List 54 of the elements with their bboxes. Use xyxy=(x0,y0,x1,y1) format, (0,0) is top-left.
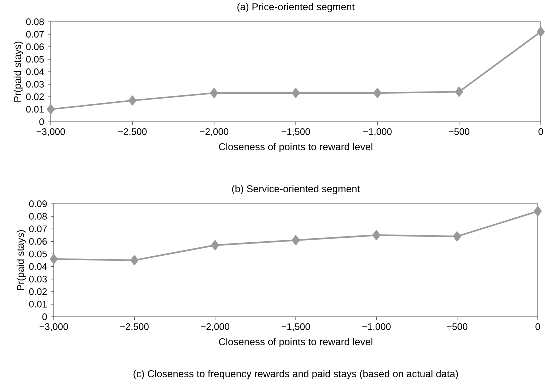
point xyxy=(47,104,55,114)
x-tick-label: −2,000 xyxy=(201,324,230,332)
point xyxy=(372,230,381,240)
y-tick-label: 0 xyxy=(40,118,44,126)
y-tick-label: 0.02 xyxy=(26,94,44,100)
y-tick-label: 0.01 xyxy=(29,301,48,308)
point xyxy=(211,240,220,250)
point xyxy=(292,235,300,246)
text: (c) Closeness to frequency rewards and paid stays (based on actual data) xyxy=(134,370,458,380)
y-tick-label: 0.03 xyxy=(29,276,48,283)
chart-title: (b) Service-oriented segment xyxy=(232,185,360,194)
point xyxy=(374,88,382,98)
y-tick-label: 0.09 xyxy=(29,200,48,208)
x-tick-label: −1,000 xyxy=(364,128,392,136)
y-tick-label: 0.07 xyxy=(29,226,48,232)
y-tick-label: 0.01 xyxy=(26,106,44,113)
y-tick-label: 0.06 xyxy=(29,238,48,246)
y-tick-label: 0.07 xyxy=(26,31,44,38)
x-tick-label: −1,000 xyxy=(362,324,391,332)
y-tick-label: 0.04 xyxy=(26,68,44,76)
x-tick-label: −500 xyxy=(449,128,470,136)
point xyxy=(537,27,545,38)
y-tick-label: 0.04 xyxy=(29,263,48,270)
x-axis-title: Closeness of points to reward level xyxy=(219,338,373,348)
x-tick-label: −3,000 xyxy=(40,324,68,332)
point xyxy=(128,96,137,106)
y-tick-label: 0.08 xyxy=(26,18,44,26)
y-tick-label: 0.08 xyxy=(29,213,48,220)
x-tick-label: −2,500 xyxy=(120,324,149,332)
y-tick-label: 0.03 xyxy=(26,81,44,88)
x-tick-label: −1,500 xyxy=(282,128,310,136)
chart-title: (a) Price-oriented segment xyxy=(238,3,355,12)
y-tick-label: 0.05 xyxy=(29,250,48,258)
x-tick-label: −2,000 xyxy=(200,128,229,136)
point xyxy=(292,88,300,98)
point xyxy=(453,232,462,242)
point xyxy=(50,254,58,264)
y-tick-label: 0.05 xyxy=(26,56,44,63)
y-axis-title: Pr(paid stays) xyxy=(16,230,26,290)
point xyxy=(455,87,464,97)
x-tick-label: −1,500 xyxy=(282,324,310,332)
x-tick-label: 0 xyxy=(538,128,544,136)
y-tick-label: 0.06 xyxy=(26,44,44,50)
point xyxy=(130,256,139,266)
x-tick-label: −3,000 xyxy=(36,128,66,136)
y-axis-title: Pr(paid stays) xyxy=(14,42,24,102)
y-tick-label: 0 xyxy=(42,314,48,320)
x-tick-label: −500 xyxy=(447,324,468,330)
x-tick-label: −2,500 xyxy=(118,128,147,136)
point xyxy=(210,88,218,98)
x-tick-label: 0 xyxy=(536,324,540,330)
x-axis-title: Closeness of points to reward level xyxy=(219,143,373,152)
point xyxy=(534,206,542,217)
y-tick-label: 0.02 xyxy=(29,288,48,296)
